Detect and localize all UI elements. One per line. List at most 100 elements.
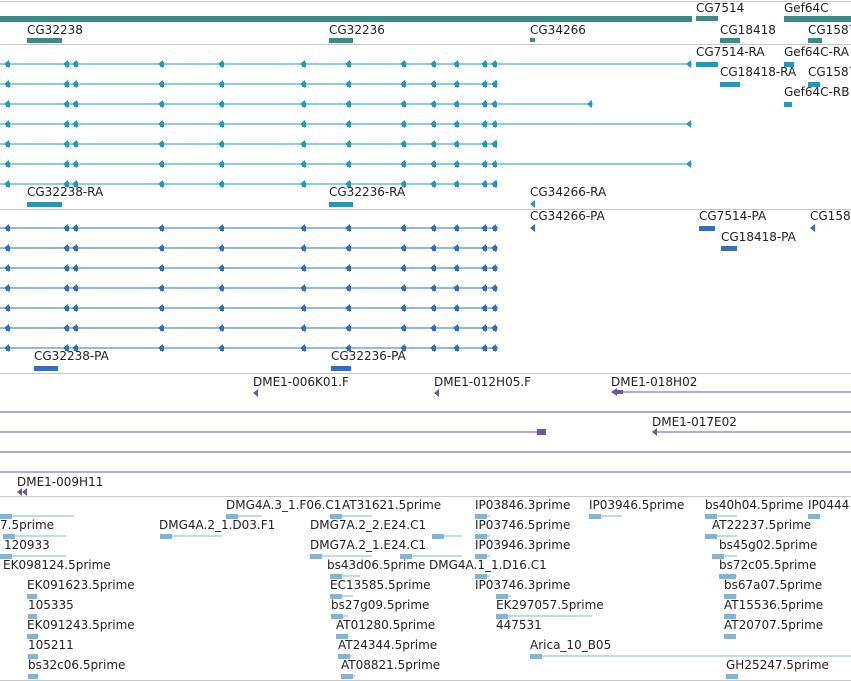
est-label[interactable]: IP03746.5prime — [475, 518, 571, 532]
exon-block[interactable] — [302, 346, 306, 351]
protein-label[interactable]: CG32238-PA — [34, 349, 109, 363]
exon-block[interactable] — [74, 142, 78, 147]
exon-block[interactable] — [6, 306, 10, 311]
exon-block[interactable] — [28, 654, 38, 659]
exon-block[interactable] — [6, 226, 10, 231]
exon-block[interactable] — [6, 102, 10, 107]
exon-block[interactable] — [483, 182, 487, 187]
exon-block[interactable] — [455, 62, 459, 67]
exon-arrow[interactable] — [686, 60, 691, 68]
exon-block[interactable] — [302, 162, 306, 167]
exon-block[interactable] — [432, 326, 436, 331]
exon-block[interactable] — [432, 306, 436, 311]
exon-block[interactable] — [493, 326, 497, 331]
exon-block[interactable] — [6, 286, 10, 291]
exon-block[interactable] — [310, 554, 322, 559]
exon-block[interactable] — [455, 162, 459, 167]
exon-block[interactable] — [74, 182, 78, 187]
exon-block[interactable] — [483, 326, 487, 331]
est-label[interactable]: EC13585.5prime — [330, 578, 431, 592]
gene-label[interactable]: Gef64C — [784, 1, 829, 15]
exon-block[interactable] — [402, 226, 406, 231]
exon-block[interactable] — [226, 514, 238, 519]
transcript-label[interactable]: Gef64C-RA — [784, 45, 849, 59]
exon-block[interactable] — [432, 286, 436, 291]
est-label[interactable]: GH25247.5prime — [726, 658, 829, 672]
est-label[interactable]: AT15536.5prime — [724, 598, 824, 612]
exon-block[interactable] — [784, 102, 792, 107]
exon-block[interactable] — [27, 202, 62, 207]
protein-label[interactable]: CG158 — [810, 209, 851, 223]
transcript-label[interactable]: CG18418-RA — [720, 65, 797, 79]
gene-bar-cg34266[interactable] — [530, 38, 535, 42]
exon-block[interactable] — [220, 162, 224, 167]
gene-label[interactable]: CG34266 — [530, 23, 586, 37]
clone-arrow[interactable] — [434, 389, 439, 397]
exon-block[interactable] — [493, 266, 497, 271]
exon-block[interactable] — [496, 614, 508, 619]
est-label[interactable]: IP03946.3prime — [475, 538, 571, 552]
clone-label[interactable]: DME1-012H05.F — [434, 375, 532, 389]
exon-block[interactable] — [220, 346, 224, 351]
exon-block[interactable] — [74, 306, 78, 311]
exon-block[interactable] — [74, 266, 78, 271]
exon-arrow[interactable] — [686, 160, 691, 168]
gene-label[interactable]: CG18418 — [720, 23, 776, 37]
exon-block[interactable] — [402, 326, 406, 331]
exon-block[interactable] — [455, 122, 459, 127]
exon-block[interactable] — [483, 142, 487, 147]
exon-block[interactable] — [475, 534, 487, 539]
est-label[interactable]: AT08821.5prime — [341, 658, 441, 672]
exon-arrow[interactable] — [492, 140, 497, 148]
exon-block[interactable] — [347, 122, 351, 127]
protein-label[interactable]: CG32236-PA — [331, 349, 406, 363]
exon-block[interactable] — [27, 594, 37, 599]
est-label[interactable]: EK098124.5prime — [3, 558, 111, 572]
exon-block[interactable] — [74, 162, 78, 167]
est-label[interactable]: AT01280.5prime — [336, 618, 436, 632]
exon-block[interactable] — [483, 306, 487, 311]
exon-block[interactable] — [432, 142, 436, 147]
exon-block[interactable] — [65, 142, 69, 147]
exon-block[interactable] — [483, 82, 487, 87]
exon-block[interactable] — [432, 162, 436, 167]
exon-block[interactable] — [160, 326, 164, 331]
clone-block[interactable] — [537, 429, 546, 435]
exon-block[interactable] — [402, 306, 406, 311]
gene-bar-cg1587[interactable] — [808, 38, 822, 43]
exon-block[interactable] — [160, 102, 164, 107]
exon-block[interactable] — [160, 182, 164, 187]
exon-block[interactable] — [726, 674, 738, 679]
exon-block[interactable] — [402, 102, 406, 107]
gene-bar-gef64c[interactable] — [784, 16, 851, 22]
exon-block[interactable] — [483, 62, 487, 67]
exon-arrow[interactable] — [492, 80, 497, 88]
exon-block[interactable] — [347, 82, 351, 87]
protein-label[interactable]: CG7514-PA — [699, 209, 767, 223]
exon-block[interactable] — [65, 62, 69, 67]
exon-block[interactable] — [493, 346, 497, 351]
exon-block[interactable] — [483, 226, 487, 231]
exon-block[interactable] — [302, 226, 306, 231]
exon-block[interactable] — [160, 142, 164, 147]
exon-block[interactable] — [493, 122, 497, 127]
exon-block[interactable] — [160, 266, 164, 271]
exon-block[interactable] — [402, 62, 406, 67]
exon-block[interactable] — [6, 162, 10, 167]
exon-block[interactable] — [74, 286, 78, 291]
exon-block[interactable] — [483, 246, 487, 251]
exon-block[interactable] — [719, 574, 730, 579]
exon-block[interactable] — [65, 346, 69, 351]
exon-block[interactable] — [784, 62, 794, 67]
exon-block[interactable] — [347, 62, 351, 67]
exon-block[interactable] — [65, 182, 69, 187]
exon-block[interactable] — [65, 306, 69, 311]
est-label[interactable]: 105335 — [28, 598, 74, 612]
exon-block[interactable] — [302, 122, 306, 127]
exon-block[interactable] — [432, 102, 436, 107]
exon-block[interactable] — [302, 102, 306, 107]
exon-block[interactable] — [0, 514, 12, 519]
clone-arrow[interactable] — [17, 488, 22, 496]
clone-label[interactable]: DME1-006K01.F — [253, 375, 349, 389]
exon-block[interactable] — [74, 102, 78, 107]
